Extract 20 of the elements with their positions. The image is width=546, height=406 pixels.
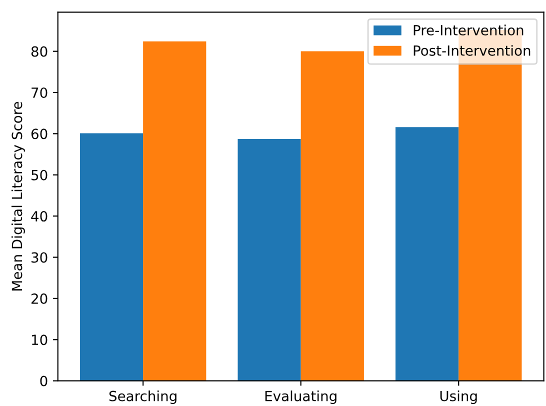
bar xyxy=(300,51,364,381)
bar xyxy=(396,127,459,381)
bar xyxy=(80,133,144,381)
y-tick-label: 30 xyxy=(32,252,48,263)
legend-label: Pre-Intervention xyxy=(414,24,524,36)
bar xyxy=(143,41,206,381)
x-tick-label: Evaluating xyxy=(265,390,336,404)
y-tick-label: 70 xyxy=(32,87,48,98)
y-tick-label: 50 xyxy=(32,170,48,180)
x-tick-label: Using xyxy=(440,390,477,404)
y-tick-label: 20 xyxy=(32,293,48,304)
y-axis-title: Mean Digital Literacy Score xyxy=(11,102,25,290)
y-tick-label: 0 xyxy=(40,376,48,386)
y-tick-label: 80 xyxy=(31,46,48,57)
y-tick-label: 10 xyxy=(32,334,48,346)
bar xyxy=(238,139,301,381)
y-tick-label: 40 xyxy=(31,211,48,222)
x-tick-label: Searching xyxy=(109,390,176,404)
legend-label: Post-Intervention xyxy=(414,45,530,56)
y-tick-label: 60 xyxy=(31,128,48,140)
